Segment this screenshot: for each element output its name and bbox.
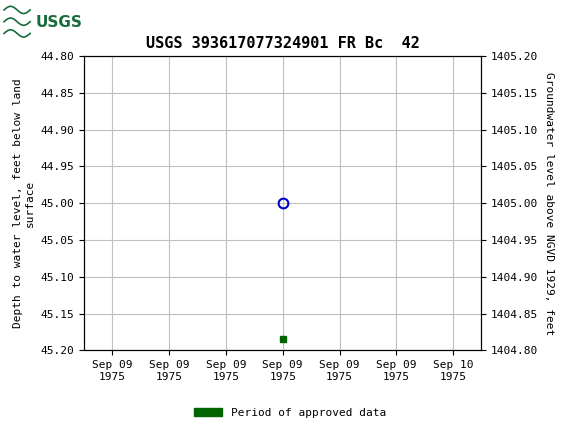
Y-axis label: Groundwater level above NGVD 1929, feet: Groundwater level above NGVD 1929, feet <box>544 71 554 335</box>
Legend: Period of approved data: Period of approved data <box>190 403 390 422</box>
Y-axis label: Depth to water level, feet below land
surface: Depth to water level, feet below land su… <box>13 78 35 328</box>
Text: USGS: USGS <box>36 15 83 30</box>
Title: USGS 393617077324901 FR Bc  42: USGS 393617077324901 FR Bc 42 <box>146 36 419 51</box>
Bar <box>3 3 78 42</box>
